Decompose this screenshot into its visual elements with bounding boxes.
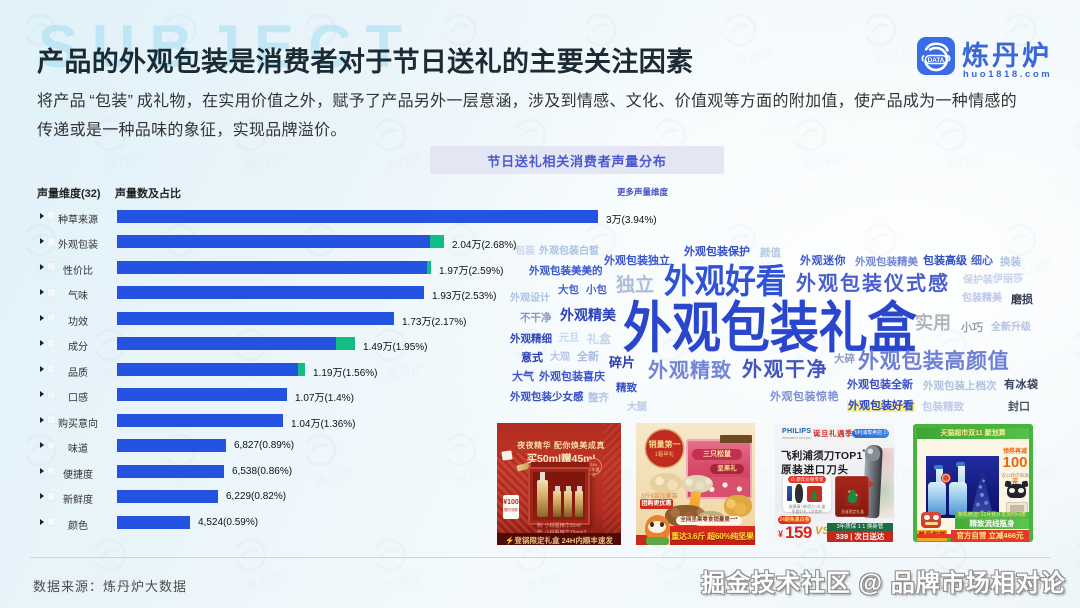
svg-text:炼丹炉: 炼丹炉 (962, 40, 1050, 71)
svg-text:DATA: DATA (928, 57, 945, 64)
svg-text:huo1818.com: huo1818.com (963, 69, 1050, 78)
